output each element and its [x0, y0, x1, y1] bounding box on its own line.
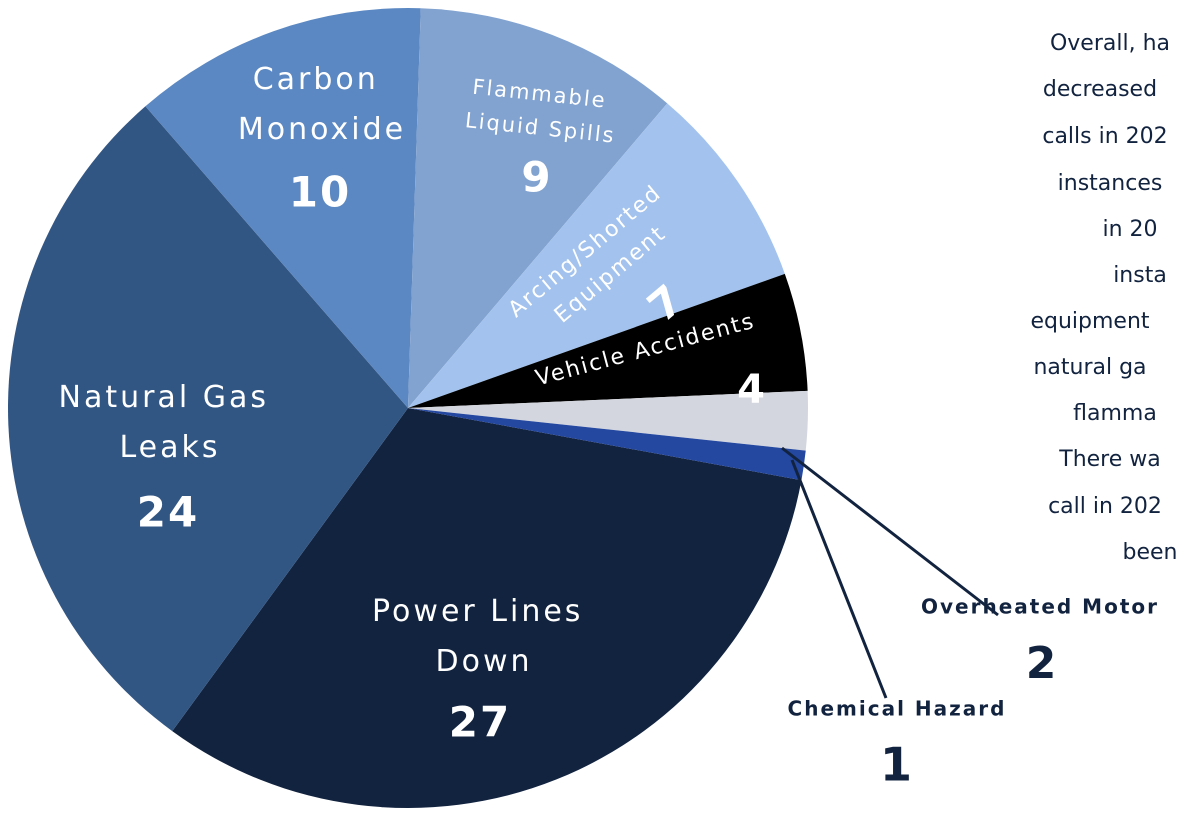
slice-label: Power Lines Down	[372, 594, 596, 679]
note-text: in 20	[1102, 217, 1157, 242]
value-label: 24	[137, 488, 199, 537]
pie-slice	[145, 7, 421, 408]
note-text: decreased	[1043, 77, 1157, 102]
note-text: been	[1123, 540, 1178, 565]
note-text: call in 202	[1048, 494, 1162, 519]
leader-line	[781, 446, 999, 617]
note-text: There wa	[1058, 447, 1160, 472]
pie-slice	[7, 106, 408, 732]
pie-slice	[172, 408, 802, 808]
pie-slice	[408, 103, 785, 408]
pie-slice	[408, 8, 668, 408]
leader-line	[790, 459, 888, 699]
pie-slice	[408, 273, 808, 408]
value-label: 4	[737, 367, 767, 413]
note-text: flamma	[1073, 401, 1157, 426]
note-text: equipment	[1030, 309, 1149, 334]
value-label: 9	[521, 153, 552, 202]
pie-slice	[408, 408, 806, 481]
pie-slice	[408, 390, 808, 451]
value-label: 1	[880, 738, 914, 792]
value-label: 10	[289, 168, 351, 217]
slice-label: Carbon Monoxide	[238, 62, 406, 147]
value-label: 2	[1026, 638, 1059, 689]
note-text: natural ga	[1033, 355, 1146, 380]
note-text: insta	[1113, 263, 1167, 288]
slice-label: Overheated Motor	[921, 595, 1159, 619]
value-label: 27	[449, 698, 511, 747]
slice-label: Chemical Hazard	[788, 697, 1007, 721]
slice-label: Natural Gas Leaks	[59, 380, 282, 465]
note-text: calls in 202	[1042, 124, 1167, 149]
note-text: instances	[1058, 171, 1163, 196]
note-text: Overall, ha	[1050, 31, 1170, 56]
